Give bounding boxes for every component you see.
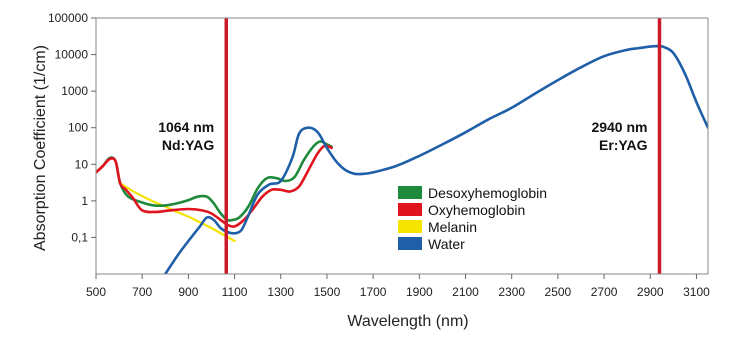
y-tick-label: 1 [81,194,88,208]
annotation-label-1064: 1064 nm [158,119,214,135]
legend-label-melanin: Melanin [428,219,477,235]
annotation-label-2940: Er:YAG [599,137,648,153]
series-line-desoxyhemoglobin [96,140,333,222]
y-tick-label: 1000 [61,84,88,98]
x-tick-label: 2500 [545,285,572,299]
y-tick-label: 100 [68,121,88,135]
legend-swatch-water [398,237,422,250]
x-axis-title: Wavelength (nm) [347,313,468,330]
y-tick-label: 100000 [48,11,88,25]
x-tick-label: 2900 [637,285,664,299]
x-axis-ticks: 500 700 900 1100 1300 1500 1700 1900 2100 2300 250… [86,274,710,299]
x-tick-label: 1700 [360,285,387,299]
annotation-labels: 1064 nm Nd:YAG 2940 nm Er:YAG [158,119,647,153]
annotation-label-2940: 2940 nm [591,119,647,135]
y-tick-label: 0,1 [71,230,88,244]
x-tick-label: 1500 [314,285,341,299]
legend-swatch-desoxyhemoglobin [398,186,422,199]
x-tick-label: 3100 [683,285,710,299]
series-line-melanin [118,181,236,243]
y-tick-label: 10 [75,157,89,171]
x-tick-label: 900 [178,285,198,299]
x-tick-label: 1900 [406,285,433,299]
annotation-lines [224,18,662,274]
x-tick-label: 2700 [591,285,618,299]
x-tick-label: 500 [86,285,106,299]
y-axis-title: Absorption Coefficient (1/cm) [32,45,49,251]
legend: DesoxyhemoglobinOxyhemoglobinMelaninWate… [398,185,547,252]
y-axis-ticks: 0,1 1 10 100 1000 10000 100000 [48,11,96,244]
legend-swatch-melanin [398,220,422,233]
series-line-oxyhemoglobin [96,144,333,228]
plot-border [95,17,709,275]
legend-label-desoxyhemoglobin: Desoxyhemoglobin [428,185,547,201]
legend-label-oxyhemoglobin: Oxyhemoglobin [428,202,525,218]
x-tick-label: 2100 [452,285,479,299]
legend-swatch-oxyhemoglobin [398,203,422,216]
x-tick-label: 2300 [498,285,525,299]
legend-label-water: Water [428,236,465,252]
annotation-label-1064: Nd:YAG [162,137,214,153]
x-tick-label: 1300 [267,285,294,299]
x-tick-label: 700 [132,285,152,299]
plot-frame [95,17,709,275]
y-tick-label: 10000 [55,48,89,62]
x-tick-label: 1100 [222,285,248,299]
